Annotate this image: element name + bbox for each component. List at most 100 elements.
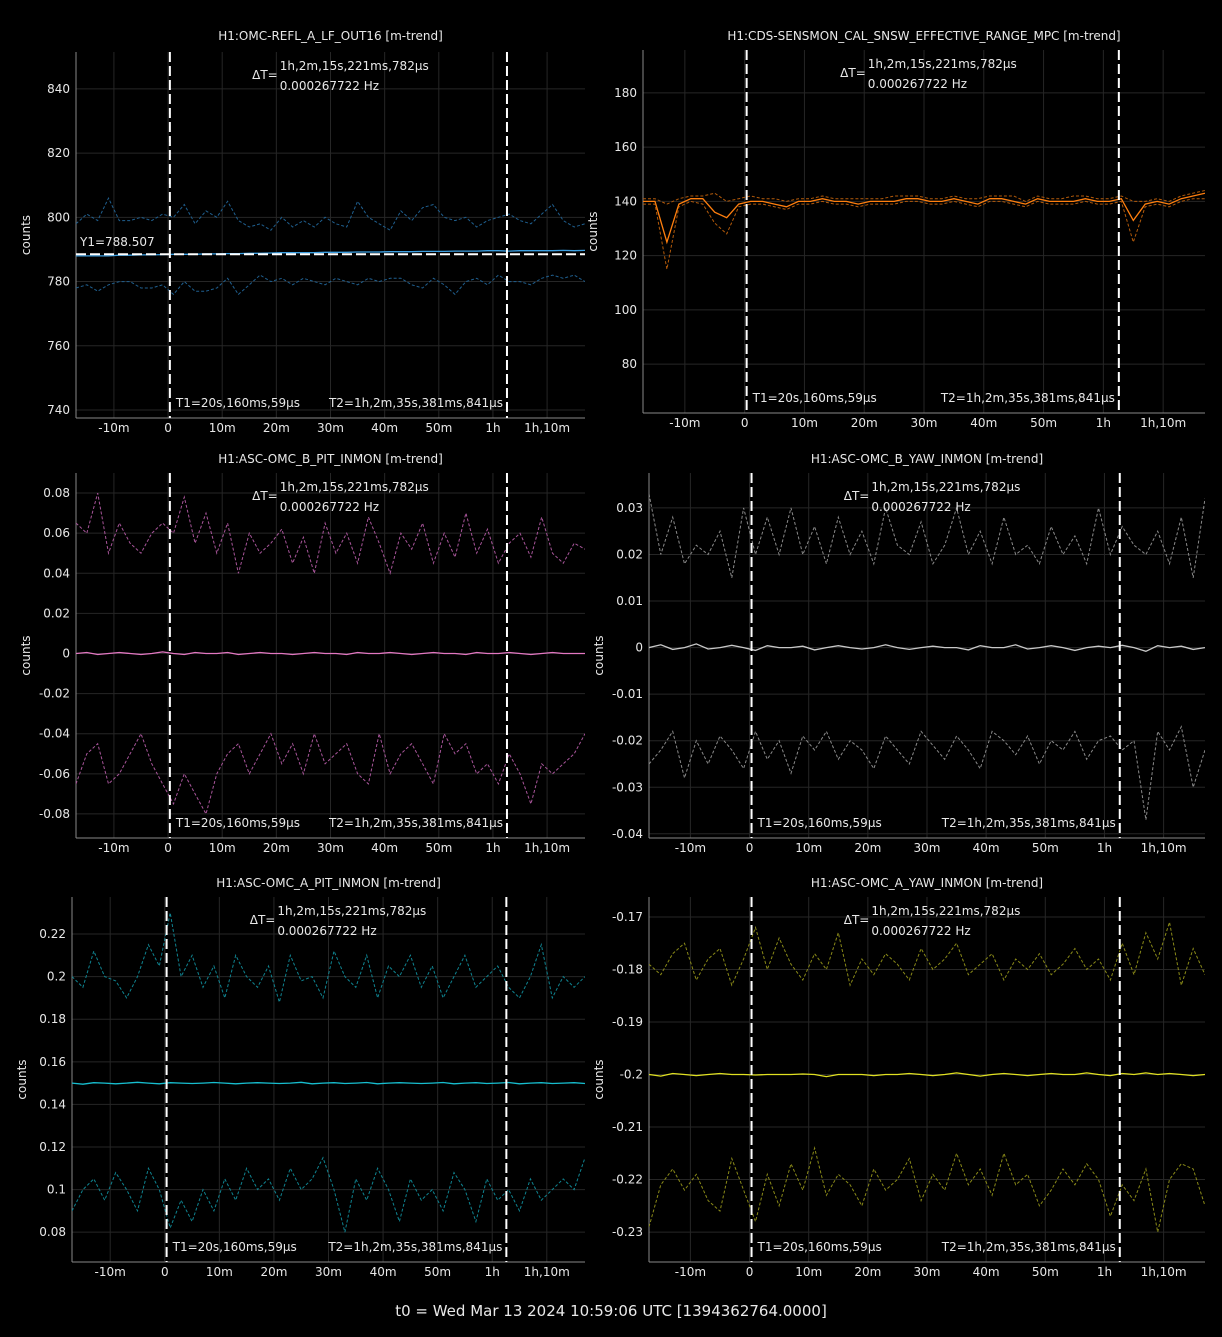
x-tick-label: 1h,10m bbox=[524, 421, 570, 435]
cursor-t1-label: T1=20s,160ms,59µs bbox=[757, 1240, 882, 1254]
y-tick-label: 840 bbox=[47, 82, 70, 96]
x-tick-label: 20m bbox=[854, 841, 881, 855]
x-tick-label: 0 bbox=[741, 416, 749, 430]
x-tick-label: 30m bbox=[914, 1265, 941, 1279]
y-tick-label: -0.23 bbox=[612, 1225, 643, 1239]
y-tick-label: 0.2 bbox=[47, 970, 66, 984]
x-tick-label: 50m bbox=[424, 1265, 451, 1279]
x-tick-label: -10m bbox=[669, 416, 700, 430]
y-tick-label: 780 bbox=[47, 275, 70, 289]
x-tick-label: 50m bbox=[425, 421, 452, 435]
x-tick-label: 40m bbox=[973, 1265, 1000, 1279]
y-axis-label: counts bbox=[19, 635, 33, 675]
series-min-line bbox=[72, 1156, 585, 1233]
y-tick-label: -0.08 bbox=[39, 807, 70, 821]
series-mean-line bbox=[649, 1072, 1205, 1078]
y-tick-label: -0.21 bbox=[612, 1120, 643, 1134]
y-tick-label: 0.16 bbox=[39, 1055, 66, 1069]
panel-4[interactable]: H1:ASC-OMC_B_YAW_INMON [m-trend] -10m 0 10m… bbox=[592, 452, 1205, 855]
y-tick-label: 160 bbox=[614, 140, 637, 154]
x-tick-label: 10m bbox=[209, 421, 236, 435]
x-tick-label: 0 bbox=[164, 841, 172, 855]
y-tick-label: -0.01 bbox=[612, 687, 643, 701]
x-tick-label: 30m bbox=[315, 1265, 342, 1279]
series-min-line bbox=[649, 725, 1205, 820]
x-tick-label: 1h bbox=[485, 1265, 500, 1279]
y-tick-label: 180 bbox=[614, 86, 637, 100]
y-tick-label: -0.02 bbox=[612, 734, 643, 748]
panel-5[interactable]: H1:ASC-OMC_A_PIT_INMON [m-trend] -10m 0 10m… bbox=[15, 876, 585, 1279]
y-tick-label: -0.06 bbox=[39, 767, 70, 781]
panel-title: H1:CDS-SENSMON_CAL_SNSW_EFFECTIVE_RANGE_… bbox=[727, 29, 1120, 43]
x-tick-label: 1h,10m bbox=[524, 841, 570, 855]
x-tick-label: -10m bbox=[98, 841, 129, 855]
delta-t-frequency: 0.000267722 Hz bbox=[868, 77, 967, 91]
panel-3[interactable]: H1:ASC-OMC_B_PIT_INMON [m-trend] -10m 0 10m… bbox=[19, 452, 585, 855]
delta-t-value: 1h,2m,15s,221ms,782µs bbox=[871, 904, 1020, 918]
panel-6[interactable]: H1:ASC-OMC_A_YAW_INMON [m-trend] -10m 0 10m… bbox=[592, 876, 1205, 1279]
x-tick-label: 0 bbox=[161, 1265, 169, 1279]
y-tick-label: 0.06 bbox=[43, 526, 70, 540]
series-mean-line bbox=[649, 643, 1205, 652]
y-tick-label: -0.18 bbox=[612, 962, 643, 976]
series-min-line bbox=[76, 732, 585, 816]
panel-title: H1:ASC-OMC_A_PIT_INMON [m-trend] bbox=[216, 876, 441, 890]
series-min-line bbox=[76, 274, 585, 296]
x-tick-label: 1h,10m bbox=[1141, 841, 1187, 855]
x-tick-label: 0 bbox=[164, 421, 172, 435]
cursor-t2-label: T2=1h,2m,35s,381ms,841µs bbox=[941, 816, 1116, 830]
x-tick-label: 10m bbox=[206, 1265, 233, 1279]
delta-t-frequency: 0.000267722 Hz bbox=[280, 79, 379, 93]
y-tick-label: -0.2 bbox=[620, 1068, 643, 1082]
y-tick-label: 800 bbox=[47, 210, 70, 224]
series-mean-line bbox=[72, 1081, 585, 1085]
panel-title: H1:ASC-OMC_A_YAW_INMON [m-trend] bbox=[811, 876, 1043, 890]
cursor-t1-label: T1=20s,160ms,59µs bbox=[175, 396, 300, 410]
delta-t-label: ΔT= bbox=[250, 913, 276, 927]
delta-t-value: 1h,2m,15s,221ms,782µs bbox=[868, 57, 1017, 71]
x-tick-label: -10m bbox=[675, 1265, 706, 1279]
x-tick-label: 1h bbox=[1096, 416, 1111, 430]
x-tick-label: 20m bbox=[260, 1265, 287, 1279]
y-tick-label: 80 bbox=[622, 357, 637, 371]
y-tick-label: -0.17 bbox=[612, 910, 643, 924]
x-tick-label: 1h,10m bbox=[524, 1265, 570, 1279]
panel-title: H1:ASC-OMC_B_PIT_INMON [m-trend] bbox=[218, 452, 443, 466]
cursor-t1-label: T1=20s,160ms,59µs bbox=[752, 391, 877, 405]
delta-t-frequency: 0.000267722 Hz bbox=[871, 924, 970, 938]
delta-t-label: ΔT= bbox=[844, 489, 870, 503]
x-tick-label: 30m bbox=[317, 841, 344, 855]
series-min-line bbox=[649, 1146, 1205, 1233]
series-max-line bbox=[72, 912, 585, 1005]
y-axis-label: counts bbox=[592, 1059, 606, 1099]
delta-t-label: ΔT= bbox=[252, 489, 278, 503]
x-tick-label: 1h,10m bbox=[1141, 1265, 1187, 1279]
y-tick-label: 0.1 bbox=[47, 1183, 66, 1197]
delta-t-value: 1h,2m,15s,221ms,782µs bbox=[277, 904, 426, 918]
y-axis-label: counts bbox=[586, 211, 600, 251]
panel-2[interactable]: H1:CDS-SENSMON_CAL_SNSW_EFFECTIVE_RANGE_… bbox=[586, 29, 1205, 430]
x-tick-label: 20m bbox=[263, 841, 290, 855]
x-tick-label: 30m bbox=[911, 416, 938, 430]
y-tick-label: 0.02 bbox=[616, 547, 643, 561]
cursor-t2-label: T2=1h,2m,35s,381ms,841µs bbox=[328, 816, 503, 830]
delta-t-frequency: 0.000267722 Hz bbox=[280, 500, 379, 514]
y-axis-label: counts bbox=[15, 1059, 29, 1099]
cursor-t2-label: T2=1h,2m,35s,381ms,841µs bbox=[327, 1240, 502, 1254]
x-tick-label: -10m bbox=[675, 841, 706, 855]
y-axis-label: counts bbox=[592, 635, 606, 675]
x-tick-label: 10m bbox=[795, 1265, 822, 1279]
delta-t-label: ΔT= bbox=[840, 66, 866, 80]
x-tick-label: 50m bbox=[1030, 416, 1057, 430]
cursor-t2-label: T2=1h,2m,35s,381ms,841µs bbox=[328, 396, 503, 410]
y-tick-label: 0.08 bbox=[39, 1225, 66, 1239]
y-tick-label: 120 bbox=[614, 249, 637, 263]
x-tick-label: 20m bbox=[854, 1265, 881, 1279]
panel-1[interactable]: H1:OMC-REFL_A_LF_OUT16 [m-trend] -10m 0 10m… bbox=[19, 29, 585, 435]
x-tick-label: 1h bbox=[485, 421, 500, 435]
panel-title: H1:OMC-REFL_A_LF_OUT16 [m-trend] bbox=[218, 29, 443, 43]
x-tick-label: 0 bbox=[746, 1265, 754, 1279]
y-tick-label: 100 bbox=[614, 303, 637, 317]
cursor-t1-label: T1=20s,160ms,59µs bbox=[172, 1240, 297, 1254]
